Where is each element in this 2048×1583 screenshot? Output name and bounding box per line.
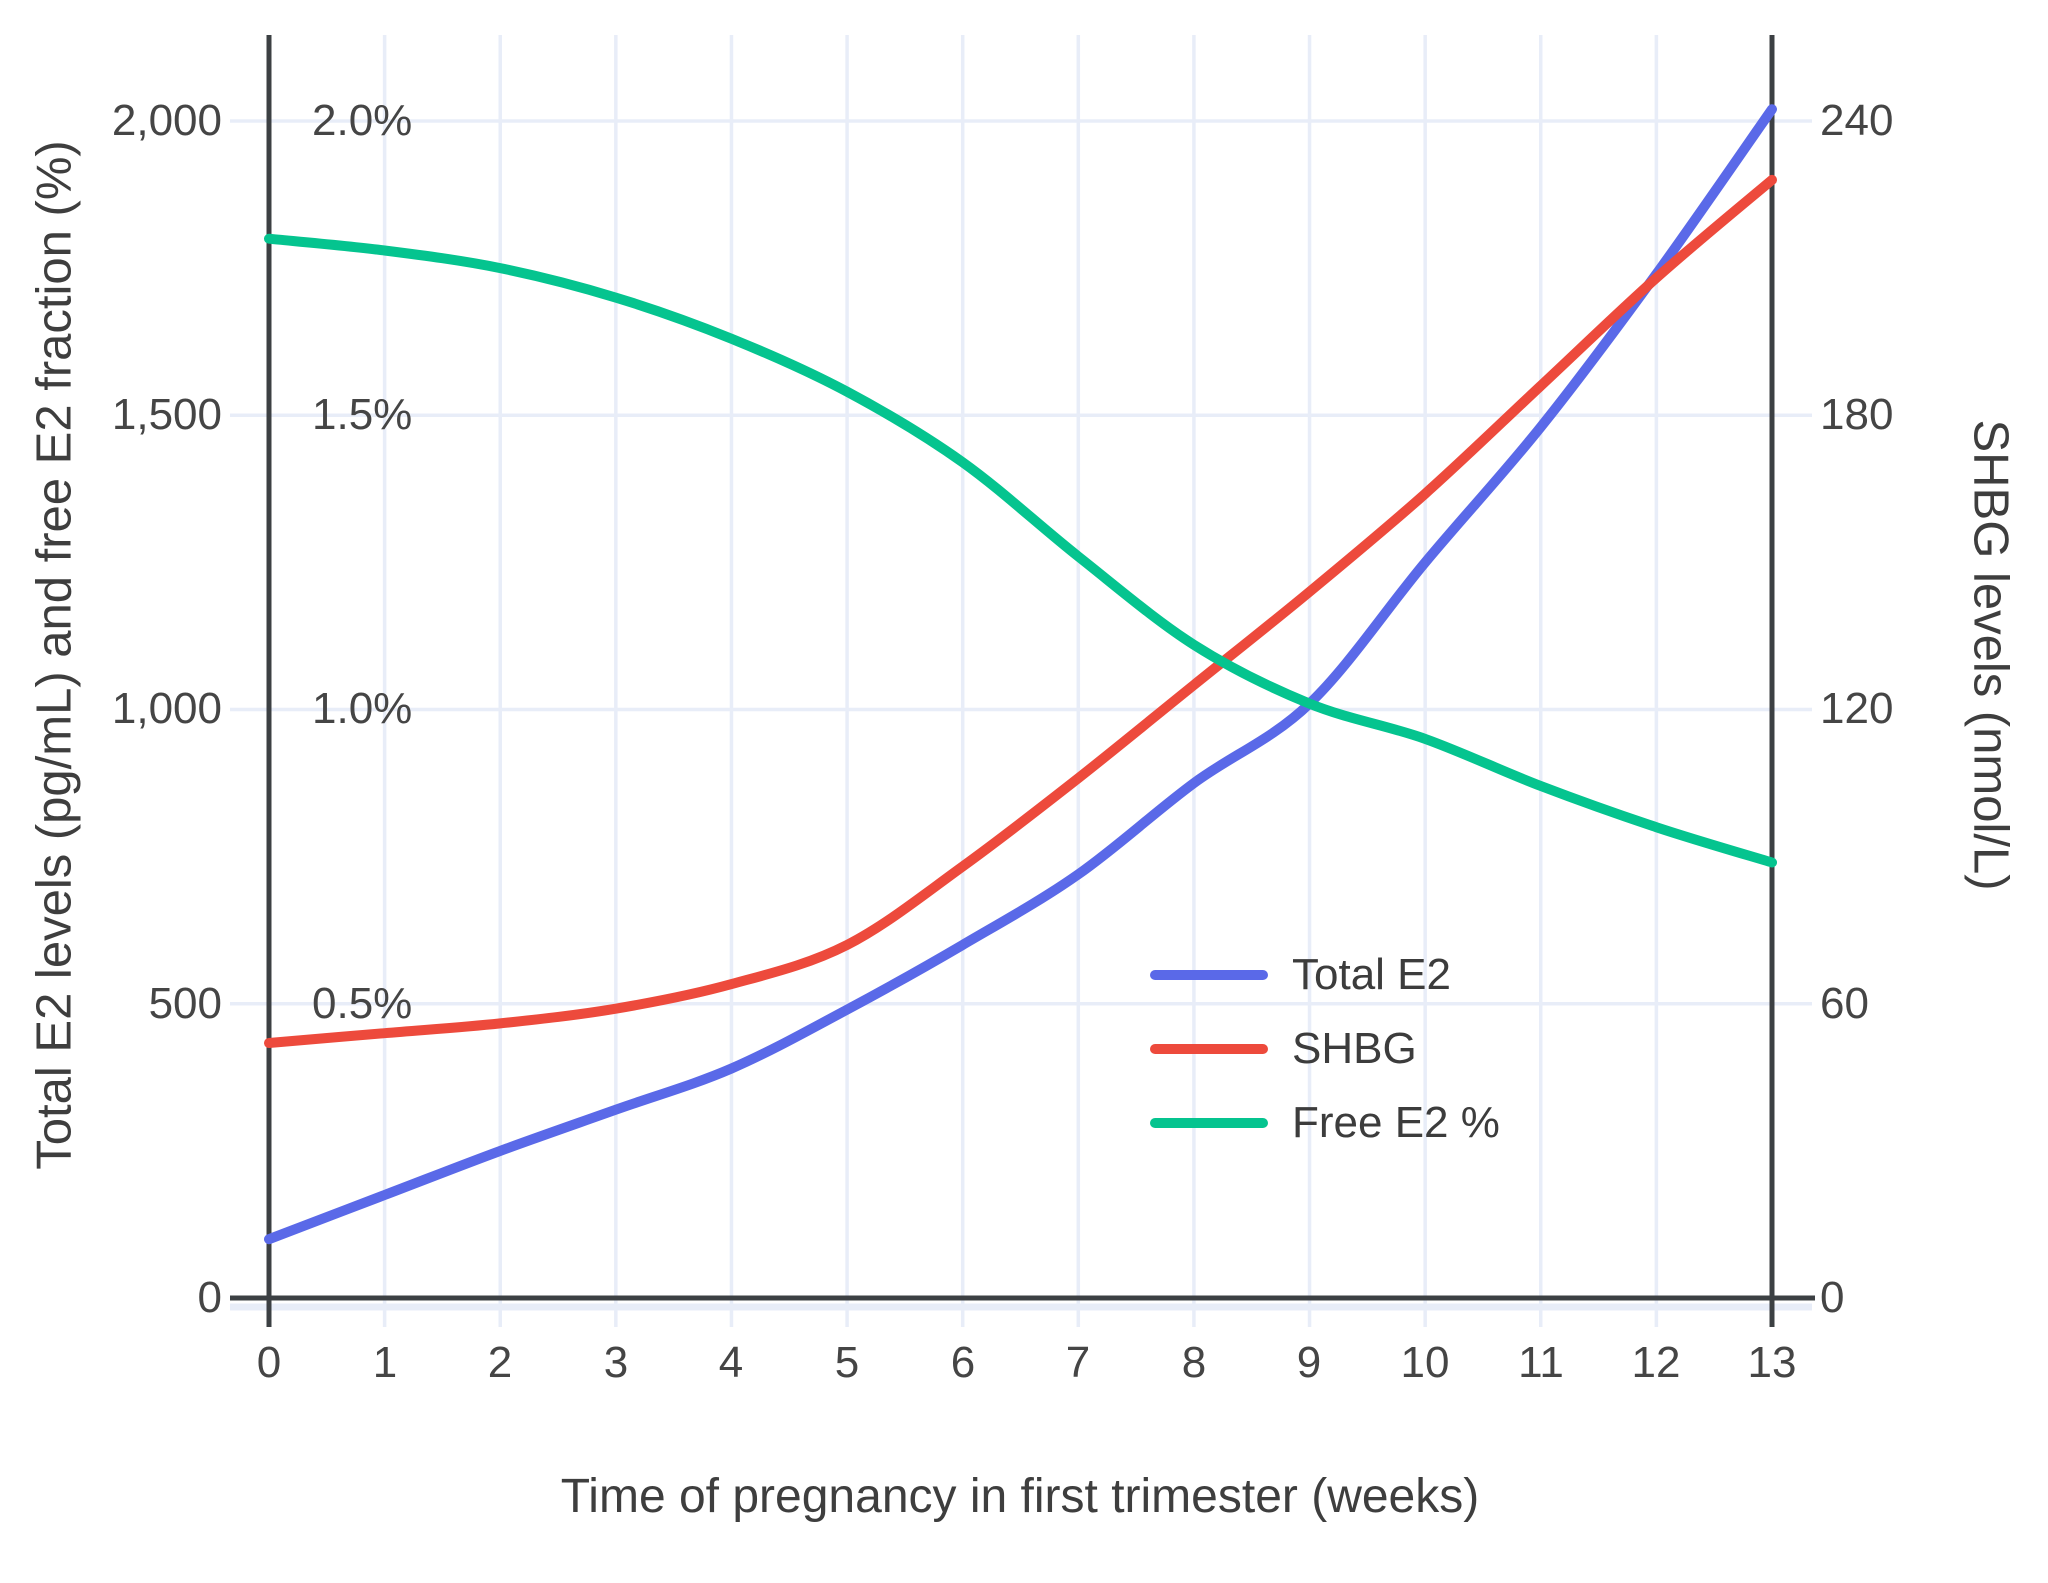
pct-tick-1-0: 1.0%	[312, 684, 413, 733]
y-right-axis-title: SHBG levels (nmol/L)	[1963, 419, 2018, 891]
series-line-free-e2	[264, 233, 1777, 868]
y-left-tick-1000: 1,000	[111, 684, 222, 733]
x-tick-8: 8	[1181, 1338, 1207, 1387]
x-tick-4: 4	[718, 1338, 744, 1387]
series-line-shbg	[264, 174, 1777, 1048]
legend-item-shbg: SHBG	[1150, 1027, 1417, 1071]
x-tick-13: 13	[1747, 1338, 1797, 1387]
legend-label-total-e2: Total E2	[1292, 950, 1451, 999]
legend-swatch-total-e2	[1150, 970, 1268, 980]
y-left-tick-500: 500	[148, 979, 222, 1028]
legend-label-free-e2: Free E2 %	[1292, 1098, 1500, 1147]
pct-tick-2-0: 2.0%	[312, 96, 413, 145]
legend-item-total-e2: Total E2	[1150, 953, 1451, 997]
x-tick-3: 3	[603, 1338, 629, 1387]
y-left-tick-0: 0	[197, 1273, 222, 1322]
x-tick-2: 2	[487, 1338, 513, 1387]
y-left-axis-title: Total E2 levels (pg/mL) and free E2 frac…	[27, 140, 82, 1170]
x-tick-11: 11	[1518, 1338, 1564, 1387]
legend-swatch-free-e2	[1150, 1118, 1268, 1128]
y-right-tick-180: 180	[1820, 390, 1894, 439]
x-tick-1: 1	[372, 1338, 398, 1387]
x-tick-12: 12	[1631, 1338, 1681, 1387]
x-tick-5: 5	[834, 1338, 860, 1387]
x-axis-title: Time of pregnancy in first trimester (we…	[560, 1470, 1480, 1523]
series-line-total-e2	[264, 104, 1777, 1245]
x-tick-7: 7	[1065, 1338, 1091, 1387]
x-tick-9: 9	[1296, 1338, 1322, 1387]
legend-label-shbg: SHBG	[1292, 1024, 1417, 1073]
legend-swatch-shbg	[1150, 1044, 1268, 1054]
x-tick-0: 0	[256, 1338, 282, 1387]
pct-tick-0-5: 0.5%	[312, 979, 413, 1028]
legend-item-free-e2: Free E2 %	[1150, 1101, 1500, 1145]
y-right-tick-120: 120	[1820, 684, 1894, 733]
y-right-tick-240: 240	[1820, 96, 1894, 145]
x-tick-10: 10	[1400, 1338, 1450, 1387]
y-left-tick-1500: 1,500	[111, 390, 222, 439]
y-right-tick-60: 60	[1820, 979, 1869, 1028]
x-tick-6: 6	[950, 1338, 976, 1387]
y-right-tick-0: 0	[1820, 1273, 1845, 1322]
y-left-tick-2000: 2,000	[111, 96, 222, 145]
pct-tick-1-5: 1.5%	[312, 390, 413, 439]
